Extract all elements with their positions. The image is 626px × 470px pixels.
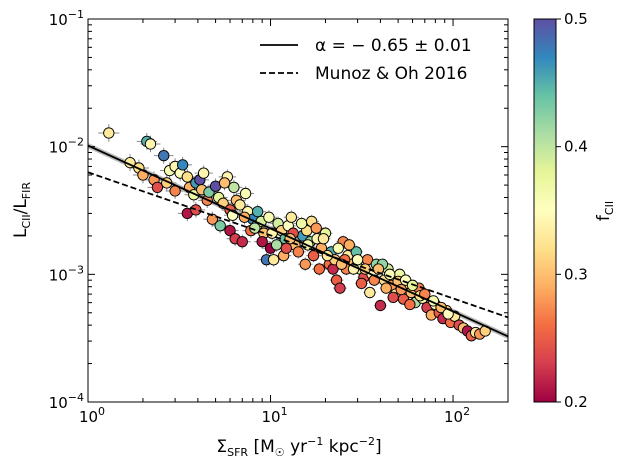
colorbar: 0.2 0.3 0.4 0.5 fCII — [533, 10, 616, 411]
data-point — [387, 291, 399, 304]
data-point — [355, 277, 368, 289]
data-point — [144, 138, 157, 150]
y-tick-label: 10−2 — [49, 136, 84, 157]
data-point — [343, 239, 355, 251]
data-point — [384, 268, 396, 280]
data-point — [267, 254, 280, 266]
data-point — [158, 150, 170, 162]
legend-label-munoz-oh: Munoz & Oh 2016 — [315, 64, 467, 84]
data-point — [332, 242, 344, 254]
data-point — [251, 205, 264, 218]
data-point — [181, 171, 193, 183]
data-point — [299, 258, 311, 270]
x-tick-label: 102 — [444, 405, 470, 426]
colorbar-label: fCII — [594, 201, 616, 221]
data-point — [218, 177, 231, 189]
fit-line-solid — [87, 144, 509, 338]
y-tick-label: 10−4 — [49, 391, 84, 412]
fit-lines — [87, 144, 509, 338]
data-point — [404, 298, 416, 311]
data-point — [234, 199, 246, 211]
data-point — [317, 233, 330, 245]
data-point — [307, 250, 320, 262]
colorbar-tick-label: 0.5 — [564, 10, 588, 28]
colorbar-gradient — [533, 18, 557, 403]
x-tick-label: 100 — [79, 405, 105, 426]
data-point — [197, 167, 210, 179]
data-point — [364, 286, 376, 299]
munoz-oh-line-dashed — [87, 171, 509, 319]
data-point — [263, 211, 275, 223]
data-point — [239, 187, 252, 200]
y-axis-label: LCII/LFIR — [11, 182, 33, 238]
scatter-points — [103, 127, 491, 342]
data-point — [334, 282, 346, 294]
axis-ticks: 100 101 102 10−4 10−3 10−2 10−1 — [49, 8, 508, 426]
colorbar-tick-label: 0.2 — [564, 393, 588, 411]
data-point — [313, 263, 325, 275]
data-point — [224, 224, 236, 237]
data-point — [285, 211, 297, 223]
legend-label-fit: α = − 0.65 ± 0.01 — [315, 36, 472, 56]
plot-frame — [87, 18, 509, 403]
data-point — [270, 239, 283, 251]
x-axis-label: ΣSFR [M☉ yr−1 kpc−2] — [216, 435, 381, 459]
data-point — [236, 236, 248, 248]
colorbar-tick-label: 0.4 — [564, 138, 588, 156]
data-point — [292, 246, 304, 258]
data-point — [176, 159, 189, 171]
y-tick-label: 10−3 — [49, 263, 84, 284]
data-point — [228, 181, 240, 194]
data-point — [151, 181, 164, 194]
data-point — [103, 127, 115, 139]
y-tick-label: 10−1 — [49, 8, 84, 29]
colorbar-tick-label: 0.3 — [564, 265, 588, 283]
data-point — [351, 254, 364, 266]
data-point — [190, 204, 202, 216]
data-point — [372, 263, 385, 275]
data-point — [374, 299, 387, 312]
data-point — [310, 222, 322, 234]
colorbar-ticks: 0.2 0.3 0.4 0.5 — [556, 10, 588, 411]
data-point — [249, 222, 261, 234]
x-tick-label: 101 — [261, 405, 287, 426]
data-point — [380, 282, 392, 294]
legend: α = − 0.65 ± 0.01 Munoz & Oh 2016 — [260, 36, 472, 84]
data-point — [214, 220, 226, 232]
data-point — [256, 236, 268, 248]
data-point — [206, 213, 218, 225]
data-point — [280, 242, 292, 254]
data-point — [295, 217, 308, 230]
